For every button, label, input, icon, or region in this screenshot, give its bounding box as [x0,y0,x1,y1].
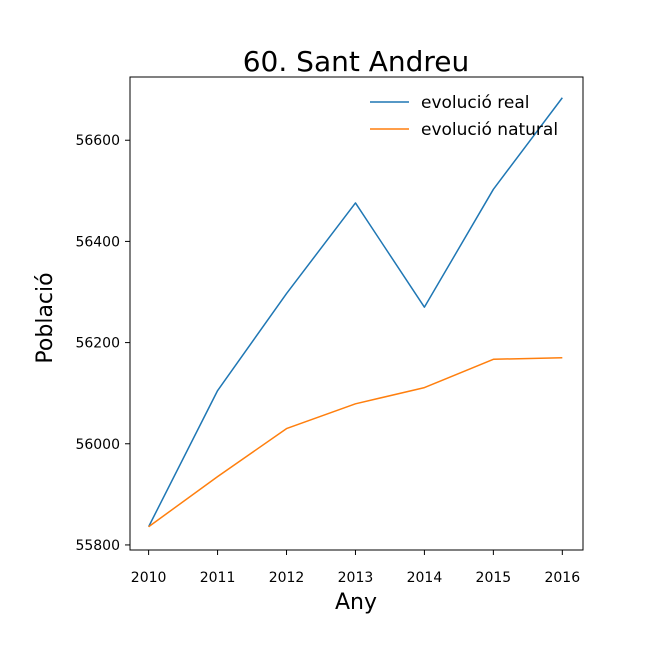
x-axis: 2010 2011 2012 2013 2014 2015 2016 [131,550,580,586]
legend-label: evolució natural [421,120,558,140]
plot-area [129,76,584,551]
y-tick-label: 56000 [75,437,120,453]
chart-title: 60. Sant Andreu [243,45,470,78]
x-tick-label: 2010 [131,570,167,586]
x-tick-label: 2015 [476,570,512,586]
series-layer [147,97,563,528]
x-tick-label: 2012 [269,570,305,586]
x-axis-label: Any [335,590,377,615]
legend: evolució real evolució natural [370,93,558,140]
y-axis-label: Població [33,272,58,363]
x-tick-label: 2016 [544,570,580,586]
x-tick-label: 2011 [200,570,236,586]
y-tick-label: 56200 [75,336,120,352]
legend-label: evolució real [421,93,530,113]
x-tick-label: 2014 [407,570,443,586]
y-tick-label: 56400 [75,234,120,250]
y-tick-label: 55800 [75,538,120,554]
y-tick-label: 56600 [75,133,120,149]
series-line-1 [147,97,563,528]
y-axis: 55800 56000 56200 56400 56600 [75,133,130,554]
x-tick-label: 2013 [338,570,374,586]
series-line-2 [148,357,563,528]
